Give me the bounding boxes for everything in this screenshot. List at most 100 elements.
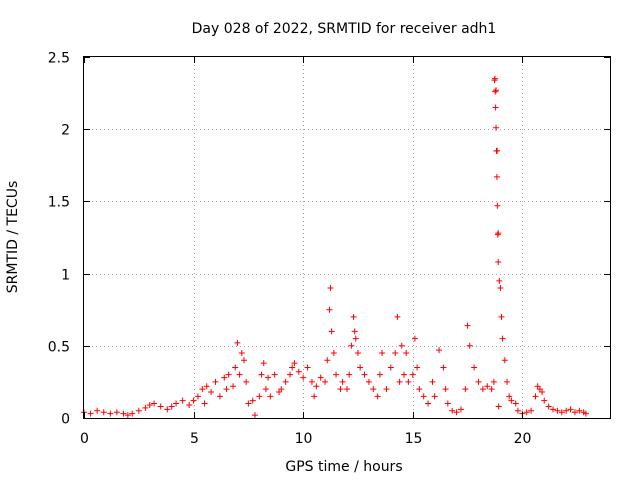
data-point	[494, 231, 501, 238]
data-point	[420, 393, 427, 400]
y-axis-label: SRMTID / TECUs	[5, 181, 21, 294]
data-point	[528, 407, 535, 414]
data-point	[337, 386, 344, 393]
x-tick-label: 0	[80, 431, 89, 447]
y-tick-label: 2.5	[48, 51, 70, 67]
chart-title: Day 028 of 2022, SRMTID for receiver adh…	[192, 21, 497, 37]
data-point	[431, 393, 438, 400]
data-point	[243, 378, 250, 385]
data-point	[365, 378, 372, 385]
data-point	[289, 364, 296, 371]
data-point	[351, 328, 358, 335]
data-point	[129, 410, 136, 417]
data-point	[545, 403, 552, 410]
data-point	[120, 410, 127, 417]
x-axis-label: GPS time / hours	[285, 459, 402, 475]
data-point	[304, 364, 311, 371]
data-point	[582, 410, 589, 417]
data-point	[498, 313, 505, 320]
data-point	[179, 397, 186, 404]
data-point	[494, 202, 501, 209]
data-point	[295, 368, 302, 375]
data-point	[208, 389, 215, 396]
data-point	[425, 400, 432, 407]
data-point	[491, 77, 498, 84]
data-point	[374, 393, 381, 400]
data-point	[436, 347, 443, 354]
data-point	[291, 360, 298, 367]
data-point	[313, 383, 320, 390]
plot-frame	[83, 56, 611, 419]
data-point	[354, 350, 361, 357]
data-point	[287, 371, 294, 378]
data-point	[221, 374, 228, 381]
data-point	[429, 378, 436, 385]
data-point	[495, 403, 502, 410]
data-point	[392, 350, 399, 357]
data-point	[493, 87, 500, 94]
data-point	[124, 412, 131, 419]
data-point	[201, 400, 208, 407]
data-point	[278, 386, 285, 393]
data-point	[394, 313, 401, 320]
data-point	[464, 322, 471, 329]
data-point	[190, 397, 197, 404]
data-point	[199, 386, 206, 393]
data-point	[282, 378, 289, 385]
data-point	[411, 335, 418, 342]
data-point	[344, 386, 350, 393]
data-point	[497, 285, 504, 292]
grid	[84, 57, 610, 418]
x-tick-label: 15	[405, 431, 423, 447]
data-point	[258, 371, 265, 378]
data-point	[514, 407, 521, 414]
data-point	[503, 378, 510, 385]
data-point	[444, 400, 451, 407]
data-point	[238, 350, 245, 357]
data-point	[262, 386, 269, 393]
data-point	[492, 88, 499, 95]
data-point	[539, 389, 546, 396]
data-point	[245, 400, 252, 407]
data-point	[346, 371, 353, 378]
data-point	[493, 124, 500, 131]
data-point	[492, 104, 499, 111]
data-point	[361, 371, 368, 378]
data-point	[157, 403, 164, 410]
data-point	[563, 407, 570, 414]
data-point	[453, 409, 460, 416]
data-point	[225, 371, 232, 378]
data-point	[370, 386, 377, 393]
data-point	[499, 335, 506, 342]
data-point	[495, 259, 502, 266]
axes: 0 5 10 15 20 0 0.5 1 1.5 2 2.5	[48, 51, 610, 447]
data-point	[339, 378, 346, 385]
data-point	[236, 371, 243, 378]
y-tick-label: 0	[61, 412, 70, 428]
data-point	[107, 410, 114, 417]
data-point	[479, 386, 486, 393]
data-point	[387, 364, 394, 371]
data-point	[271, 371, 278, 378]
data-point	[576, 407, 583, 414]
data-point	[550, 406, 557, 413]
data-point	[256, 393, 263, 400]
y-tick-label: 0.5	[48, 340, 70, 356]
data-point	[357, 364, 364, 371]
data-point	[260, 360, 267, 367]
data-point	[442, 386, 449, 393]
data-point	[168, 403, 175, 410]
data-point	[490, 378, 497, 385]
data-point	[403, 350, 410, 357]
data-point	[532, 393, 539, 400]
data-point	[212, 378, 219, 385]
data-point	[113, 409, 120, 416]
data-point	[324, 357, 331, 364]
data-point	[223, 386, 230, 393]
data-point	[496, 277, 503, 284]
data-point	[327, 285, 334, 292]
data-point	[558, 409, 565, 416]
data-point	[405, 378, 412, 385]
data-point	[87, 410, 94, 417]
